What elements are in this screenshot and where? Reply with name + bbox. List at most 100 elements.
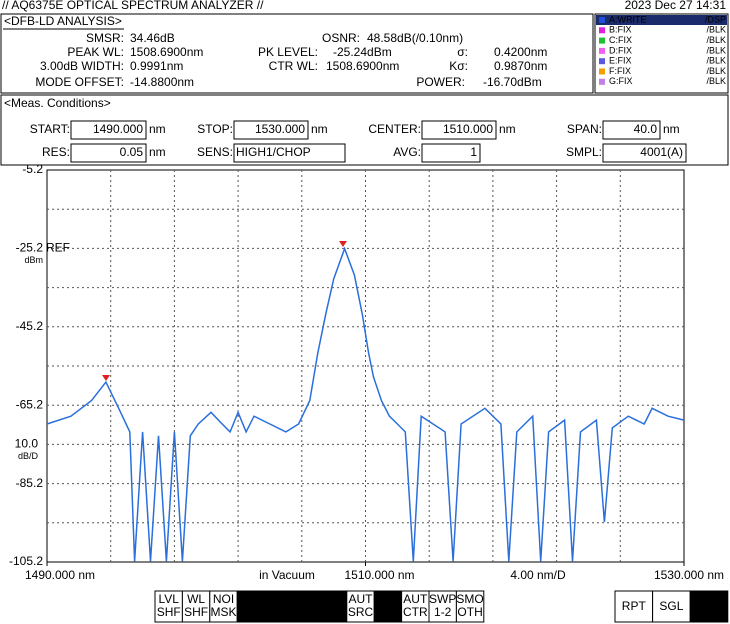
cond-unit: nm: [499, 122, 516, 136]
cond-value: 40.0: [634, 122, 658, 136]
mode-label: RPT: [622, 599, 647, 613]
cond-unit: nm: [149, 145, 166, 159]
field-value: -25.24dBm: [333, 45, 392, 59]
conditions-title: <Meas. Conditions>: [4, 96, 111, 110]
softkey-bg: [428, 590, 457, 623]
datetime: 2023 Dec 27 14:31: [625, 0, 727, 12]
field-label: PEAK WL:: [67, 45, 124, 59]
mode-key[interactable]: SGL: [652, 590, 691, 623]
field-value: 1508.6900nm: [130, 45, 203, 59]
softkey-label: LVL: [158, 592, 179, 606]
cond-label: STOP:: [197, 122, 233, 136]
y-tick-label: -45.2: [16, 319, 44, 333]
softkey-label: SHF: [184, 605, 208, 619]
y-tick-label: -105.2: [9, 554, 43, 568]
trace-swatch: [599, 27, 605, 34]
screen-title: // AQ6375E OPTICAL SPECTRUM ANALYZER //: [2, 0, 264, 12]
field-label: OSNR:: [322, 31, 360, 45]
cond-label: AVG:: [393, 145, 421, 159]
cond-box: [233, 143, 346, 163]
softkey-label: WL: [187, 592, 205, 606]
trace-state: /BLK: [706, 35, 726, 45]
trace-state: /BLK: [706, 66, 726, 76]
softkey-label: SHF: [157, 605, 181, 619]
field-value: 34.46dB: [130, 31, 175, 45]
y-tick-label: -25.2: [16, 241, 44, 255]
softkey-label: AUT: [294, 592, 319, 606]
trace-swatch: [599, 37, 605, 44]
scale-value: 10.0: [15, 437, 39, 451]
softkey-label: AUT: [403, 592, 428, 606]
trace-swatch: [599, 47, 605, 54]
softkey-label: CTR: [403, 605, 428, 619]
cond-box: [233, 120, 309, 140]
softkey-label: AUT: [376, 592, 401, 606]
trace-swatch: [599, 58, 605, 65]
field-value: 48.58dB(/0.10nm): [367, 31, 463, 45]
spectrum-trace: [46, 246, 685, 562]
cond-box: [421, 143, 481, 163]
field-value: -14.8800nm: [130, 75, 194, 89]
softkey-bg: [373, 590, 403, 623]
trace-state: /BLK: [706, 45, 726, 55]
softkey-label: SRC: [238, 592, 264, 606]
softkey-label: 1-2: [270, 605, 288, 619]
trace-name: C:FIX: [609, 35, 632, 45]
mode-bg: [689, 590, 729, 623]
field-label: POWER:: [416, 75, 465, 89]
cond-box: [421, 120, 497, 140]
cond-value: 0.05: [120, 145, 144, 159]
field-label: 3.00dB WIDTH:: [40, 59, 124, 73]
trace-name: B:FIX: [609, 25, 632, 35]
mode-label: SGL: [659, 599, 683, 613]
y-tick-label: -85.2: [16, 476, 44, 490]
side-marker: [102, 375, 110, 381]
trace-box: [594, 13, 729, 94]
softkey-label: 1-2: [434, 605, 452, 619]
field-label: MODE OFFSET:: [35, 75, 124, 89]
analysis-title: <DFB-LD ANALYSIS>: [4, 14, 122, 28]
softkey-bg: [401, 590, 430, 623]
analysis-box: [0, 13, 594, 94]
mode-bg: [652, 590, 691, 623]
softkey-label: OFS: [293, 605, 318, 619]
trace-name: E:FIX: [609, 56, 632, 66]
cond-label: CENTER:: [368, 122, 421, 136]
field-value: 0.4200nm: [494, 45, 547, 59]
cond-box: [70, 143, 147, 163]
cond-value: 1490.000: [93, 122, 143, 136]
field-label: PK LEVEL:: [258, 45, 318, 59]
softkey-label: AUT: [321, 592, 346, 606]
cond-unit: nm: [149, 122, 166, 136]
trace-name: G:FIX: [609, 76, 633, 86]
cond-unit: nm: [663, 122, 680, 136]
conditions-box: [0, 94, 729, 166]
peak-marker: [339, 241, 347, 247]
softkey-label: REF: [376, 605, 400, 619]
y-unit: dBm: [24, 255, 43, 265]
mode-key[interactable]: STP: [689, 590, 729, 623]
cond-label: RES:: [42, 145, 70, 159]
trace-name: A:WRITE: [609, 14, 647, 24]
mode-key[interactable]: RPT: [614, 590, 654, 623]
softkey-label: SMO: [456, 592, 483, 606]
cond-unit: nm: [311, 122, 328, 136]
softkey-bg: [455, 590, 485, 623]
cond-box: [70, 120, 147, 140]
cond-value: 1530.000: [255, 122, 305, 136]
ref-label: REF: [46, 241, 70, 255]
field-value: 0.9870nm: [494, 59, 547, 73]
cond-value: 1: [470, 145, 477, 159]
